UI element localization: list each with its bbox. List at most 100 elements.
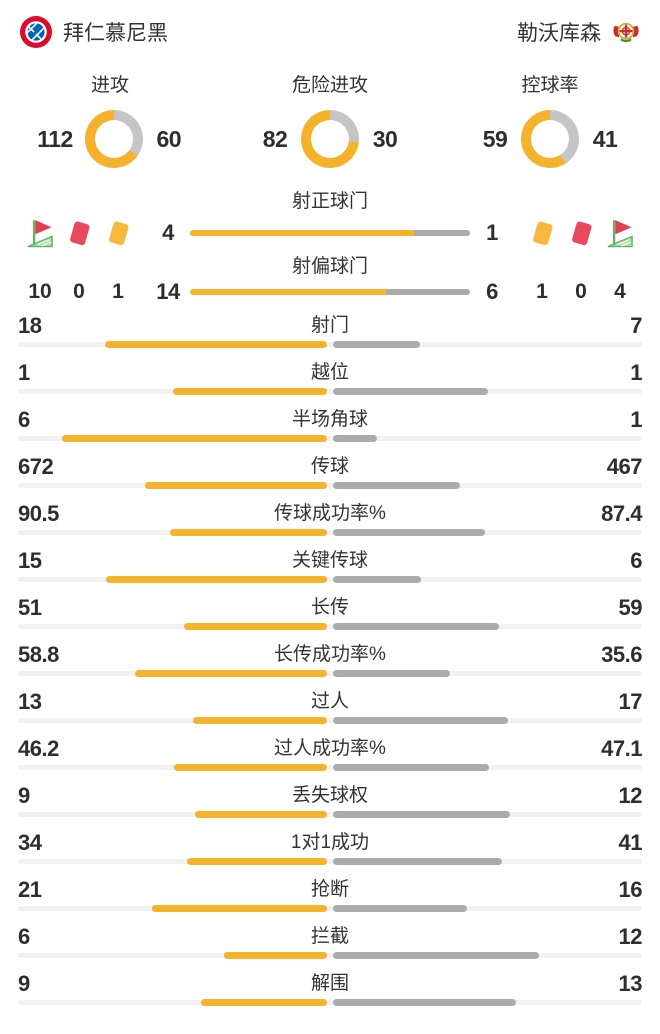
stat-bar [18, 341, 642, 348]
stat-row: 1对1成功 34 41 [0, 829, 660, 876]
stat-row: 射门 18 7 [0, 312, 660, 359]
stats-list: 射门 18 7 越位 1 1 半场角球 6 1 传球 672 467 传球成功率% 90.5 87.4 关键传… [0, 312, 660, 1017]
stat-bar [18, 952, 642, 959]
away-yellow-cards-count: 1 [536, 280, 548, 303]
possession-title: 控球率 [521, 75, 579, 96]
away-bar-segment [333, 341, 420, 348]
stat-bar [18, 623, 642, 630]
bayern-logo-icon [20, 16, 52, 48]
stat-bar-track [18, 530, 642, 535]
away-stat-value: 1 [630, 407, 642, 432]
away-bar-segment [333, 623, 499, 630]
dangerous-attack-donut-chart [301, 110, 359, 168]
shots-on-target-bar [190, 230, 470, 236]
donut-section: 进攻 112 60 危险进攻 82 30 控球率 59 41 [0, 74, 660, 168]
possession-donut-chart [521, 110, 579, 168]
stat-bar [18, 670, 642, 677]
stat-bar-track [18, 577, 642, 582]
home-stat-value: 1 [18, 360, 30, 385]
stat-bar [18, 858, 642, 865]
stat-bar [18, 811, 642, 818]
away-bar-segment [333, 529, 485, 536]
away-shots-off-target-value: 6 [486, 279, 498, 304]
away-bar-segment [333, 858, 502, 865]
stat-row: 半场角球 6 1 [0, 406, 660, 453]
home-stat-value: 34 [18, 830, 42, 855]
stat-bar-track [18, 953, 642, 958]
attack-title: 进攻 [90, 75, 129, 96]
donut-group-possession: 控球率 59 41 [440, 74, 660, 168]
stat-bar [18, 764, 642, 771]
home-stat-value: 9 [18, 783, 30, 808]
home-bar-segment [200, 999, 327, 1006]
home-dangerous-attack-value: 82 [262, 125, 288, 152]
away-possession-value: 41 [592, 125, 618, 152]
stat-bar-track [18, 906, 642, 911]
stat-row: 解围 9 13 [0, 970, 660, 1017]
home-bar-segment [151, 905, 327, 912]
home-bar-segment [190, 230, 414, 236]
home-bar-segment [144, 482, 327, 489]
shots-section: 射正球门 [0, 190, 660, 306]
away-stat-value: 17 [618, 689, 643, 714]
home-attack-value: 112 [37, 125, 73, 152]
away-stat-value: 13 [618, 971, 643, 996]
stat-bar [18, 576, 642, 583]
home-shots-off-target-value: 14 [156, 279, 180, 304]
shots-on-target-row: 4 1 [0, 215, 660, 251]
attack-donut-chart [84, 110, 143, 168]
away-bar-segment [414, 230, 470, 236]
stat-bar-track [18, 812, 642, 817]
away-corners-count: 4 [614, 280, 626, 303]
home-stat-value: 9 [18, 971, 30, 996]
away-stat-value: 1 [630, 360, 642, 385]
away-bar-segment [386, 289, 470, 295]
stat-label: 解围 [310, 973, 349, 994]
stat-label: 拦截 [310, 926, 349, 947]
home-bar-segment [193, 717, 327, 724]
stat-label: 半场角球 [291, 409, 368, 430]
away-bar-segment [333, 482, 460, 489]
stat-label: 射门 [310, 315, 349, 336]
corner-flag-icon [25, 218, 55, 249]
home-bar-segment [106, 576, 327, 583]
home-stat-value: 15 [18, 548, 42, 573]
away-bar-segment [333, 905, 467, 912]
yellow-card-icon [527, 218, 557, 249]
stat-row: 过人 13 17 [0, 688, 660, 735]
away-bar-segment [333, 388, 488, 395]
stat-bar-track [18, 671, 642, 676]
away-bar-segment [333, 952, 539, 959]
home-bar-segment [224, 952, 327, 959]
away-red-cards-count: 0 [575, 280, 587, 303]
shots-on-target-title: 射正球门 [291, 191, 368, 212]
stat-label: 关键传球 [291, 550, 368, 571]
stat-label: 过人成功率% [274, 738, 386, 759]
away-bar-segment [333, 670, 450, 677]
home-corners-count: 10 [28, 280, 52, 303]
away-stat-value: 7 [630, 313, 642, 338]
stat-label: 丢失球权 [291, 785, 368, 806]
stat-bar-track [18, 389, 642, 394]
stat-row: 传球成功率% 90.5 87.4 [0, 500, 660, 547]
away-team-name: 勒沃库森 [517, 22, 601, 45]
stat-row: 拦截 6 12 [0, 923, 660, 970]
donut-group-attack: 进攻 112 60 [0, 74, 220, 168]
stat-bar [18, 717, 642, 724]
home-team: 拜仁慕尼黑 [20, 16, 168, 48]
home-shots-on-target-value: 4 [162, 220, 174, 245]
stat-bar [18, 999, 642, 1006]
home-bar-segment [194, 811, 327, 818]
home-possession-value: 59 [482, 125, 508, 152]
stat-bar-track [18, 859, 642, 864]
stat-row: 抢断 21 16 [0, 876, 660, 923]
home-stat-value: 18 [18, 313, 42, 338]
home-red-cards-count: 0 [73, 280, 85, 303]
stat-bar [18, 388, 642, 395]
away-team: 勒沃库森 [517, 17, 640, 47]
stat-bar-track [18, 718, 642, 723]
stat-row: 关键传球 15 6 [0, 547, 660, 594]
stat-bar [18, 435, 642, 442]
home-stat-value: 13 [18, 689, 42, 714]
